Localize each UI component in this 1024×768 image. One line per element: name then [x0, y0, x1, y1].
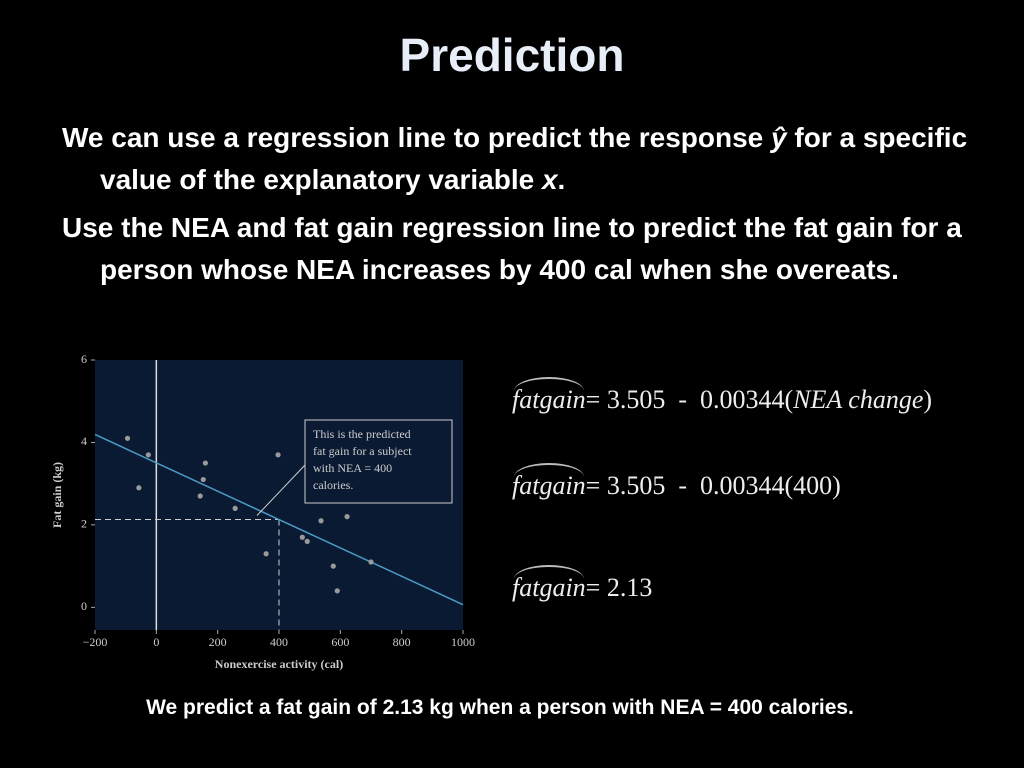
x-tick-label: 800	[393, 635, 411, 649]
equation: fatgain= 3.505 - 0.00344(NEA change)	[512, 385, 932, 415]
slide-title: Prediction	[399, 29, 625, 81]
annotation-leader	[256, 464, 306, 516]
bullet: We can use a regression line to predict …	[62, 117, 1000, 201]
equation-rhs: = 2.13	[585, 573, 653, 602]
annotation-box	[304, 419, 453, 504]
text: ŷ	[771, 122, 787, 153]
x-tick-label: 200	[209, 635, 227, 649]
footer: We predict a fat gain of 2.13 kg when a …	[146, 696, 854, 719]
equation-end: )	[923, 385, 933, 414]
point	[263, 551, 269, 557]
point	[318, 518, 324, 524]
x-tick-label: 400	[270, 635, 288, 649]
y-tick-label: 2	[81, 517, 87, 531]
chart: −200 0 200 400 600 800 1000 0 2 4 6 Nonexercise act…	[50, 352, 475, 671]
x-tick-label: −200	[83, 635, 108, 649]
point	[145, 452, 151, 458]
text: for a specific value of the explanatory …	[100, 122, 968, 195]
x-axis-label: Nonexercise activity (cal)	[215, 657, 343, 671]
point	[232, 505, 238, 511]
point	[202, 460, 208, 466]
text: x	[541, 164, 558, 195]
equation-lhs: fatgain	[512, 471, 586, 500]
x-tick-label: 0	[153, 635, 159, 649]
equation-lhs: fatgain	[512, 573, 586, 602]
point	[368, 559, 374, 565]
x-tick-label: 600	[331, 635, 349, 649]
point	[197, 493, 203, 499]
point	[136, 485, 142, 491]
y-tick-label: 6	[81, 352, 87, 366]
point	[200, 476, 206, 483]
text: .	[557, 164, 566, 195]
x-tick-label: 1000	[451, 635, 475, 649]
point	[344, 514, 350, 520]
equation-rhs: = 3.505 - 0.00344(400)	[585, 471, 841, 500]
equation-lhs: fatgain	[512, 385, 586, 414]
annotation-text: with NEA = 400	[313, 461, 392, 475]
bullet: Use the NEA and fat gain regression line…	[62, 207, 1000, 291]
point	[299, 534, 305, 540]
annotation-text: calories.	[313, 478, 353, 492]
regression-line	[94, 433, 464, 606]
point	[334, 588, 340, 594]
text: We can use a regression line to predict …	[62, 122, 772, 153]
point	[275, 452, 281, 458]
equation-term: NEA change	[793, 385, 924, 414]
y-tick-label: 0	[81, 599, 87, 613]
text: Use the NEA and fat gain regression line…	[62, 212, 962, 285]
point	[124, 435, 131, 441]
equation: fatgain= 3.505 - 0.00344(400)	[512, 471, 841, 501]
annotation-text: This is the predicted	[313, 427, 411, 441]
equation-rhs: = 3.505 - 0.00344(	[585, 385, 794, 414]
y-tick-label: 4	[81, 434, 87, 448]
equation: fatgain= 2.13	[512, 573, 652, 603]
y-axis-label: Fat gain (kg)	[50, 462, 64, 528]
annotation-text: fat gain for a subject	[313, 444, 412, 458]
point	[330, 563, 336, 569]
point	[304, 538, 310, 544]
